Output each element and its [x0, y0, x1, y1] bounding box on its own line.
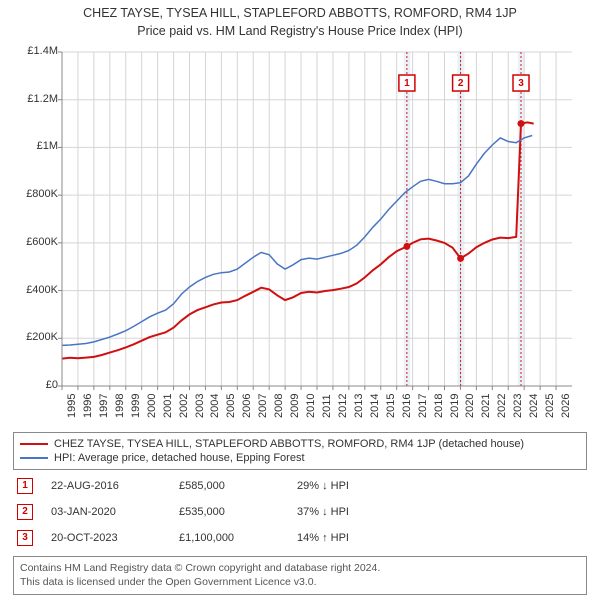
x-axis-label: 2017	[417, 394, 429, 418]
marker-index-box: 2	[17, 504, 33, 520]
x-axis-label: 2006	[241, 394, 253, 418]
x-axis-label: 2021	[480, 394, 492, 418]
y-axis-label: £200K	[18, 331, 58, 343]
x-axis-label: 1997	[98, 394, 110, 418]
marker-price: £1,100,000	[179, 532, 279, 544]
x-axis-label: 1998	[114, 394, 126, 418]
y-axis-label: £400K	[18, 284, 58, 296]
marker-price: £535,000	[179, 506, 279, 518]
marker-date: 03-JAN-2020	[51, 506, 161, 518]
x-axis-label: 2012	[337, 394, 349, 418]
attribution: Contains HM Land Registry data © Crown c…	[13, 556, 587, 595]
x-axis-label: 2025	[544, 394, 556, 418]
marker-diff: 29% ↓ HPI	[297, 480, 417, 492]
x-axis-label: 2015	[385, 394, 397, 418]
svg-text:1: 1	[404, 78, 410, 89]
x-axis-label: 2023	[512, 394, 524, 418]
x-axis-label: 2024	[528, 394, 540, 418]
x-axis-label: 2013	[353, 394, 365, 418]
x-axis-label: 2026	[560, 394, 572, 418]
legend-swatch	[20, 443, 48, 445]
page-title: CHEZ TAYSE, TYSEA HILL, STAPLEFORD ABBOT…	[5, 6, 595, 20]
y-axis-label: £0	[18, 379, 58, 391]
y-axis-label: £1M	[18, 140, 58, 152]
x-axis-label: 2001	[162, 394, 174, 418]
x-axis-label: 2009	[289, 394, 301, 418]
svg-text:3: 3	[518, 78, 524, 89]
x-axis-label: 2014	[369, 394, 381, 418]
marker-row: 1 22-AUG-2016 £585,000 29% ↓ HPI	[13, 474, 587, 500]
x-axis-label: 2018	[433, 394, 445, 418]
x-axis-label: 2010	[305, 394, 317, 418]
legend-item: CHEZ TAYSE, TYSEA HILL, STAPLEFORD ABBOT…	[20, 437, 580, 451]
x-axis-label: 2005	[225, 394, 237, 418]
marker-price: £585,000	[179, 480, 279, 492]
x-axis-label: 2002	[178, 394, 190, 418]
y-axis-label: £800K	[18, 188, 58, 200]
x-axis-label: 2007	[257, 394, 269, 418]
y-axis-label: £1.4M	[18, 45, 58, 57]
page-subtitle: Price paid vs. HM Land Registry's House …	[5, 24, 595, 38]
legend: CHEZ TAYSE, TYSEA HILL, STAPLEFORD ABBOT…	[13, 432, 587, 470]
legend-swatch	[20, 457, 48, 459]
marker-index-box: 3	[17, 530, 33, 546]
marker-diff: 37% ↓ HPI	[297, 506, 417, 518]
marker-date: 20-OCT-2023	[51, 532, 161, 544]
x-axis-label: 2000	[146, 394, 158, 418]
x-axis-label: 2011	[321, 394, 333, 418]
marker-index-box: 1	[17, 478, 33, 494]
marker-diff: 14% ↑ HPI	[297, 532, 417, 544]
marker-date: 22-AUG-2016	[51, 480, 161, 492]
x-axis-label: 2003	[194, 394, 206, 418]
legend-label: CHEZ TAYSE, TYSEA HILL, STAPLEFORD ABBOT…	[54, 438, 524, 450]
y-axis-label: £600K	[18, 236, 58, 248]
y-axis-label: £1.2M	[18, 93, 58, 105]
x-axis-label: 2008	[273, 394, 285, 418]
x-axis-label: 1999	[130, 394, 142, 418]
legend-label: HPI: Average price, detached house, Eppi…	[54, 452, 305, 464]
x-axis-label: 2022	[496, 394, 508, 418]
svg-text:2: 2	[458, 78, 464, 89]
x-axis-label: 2016	[401, 394, 413, 418]
x-axis-label: 2019	[449, 394, 461, 418]
marker-row: 3 20-OCT-2023 £1,100,000 14% ↑ HPI	[13, 526, 587, 552]
price-chart: 123 £0£200K£400K£600K£800K£1M£1.2M£1.4M …	[20, 44, 580, 424]
x-axis-label: 1995	[66, 394, 78, 418]
x-axis-label: 2020	[464, 394, 476, 418]
marker-row: 2 03-JAN-2020 £535,000 37% ↓ HPI	[13, 500, 587, 526]
marker-table: 1 22-AUG-2016 £585,000 29% ↓ HPI 2 03-JAN-202…	[13, 474, 587, 552]
x-axis-label: 1996	[82, 394, 94, 418]
legend-item: HPI: Average price, detached house, Eppi…	[20, 451, 580, 465]
x-axis-label: 2004	[209, 394, 221, 418]
